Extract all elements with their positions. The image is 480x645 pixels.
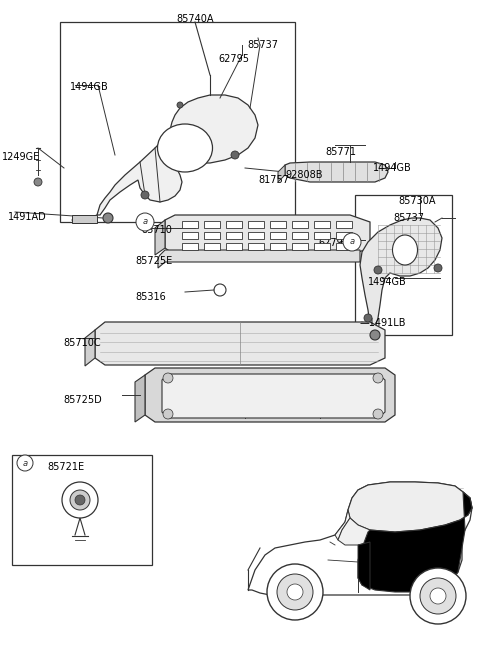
Polygon shape	[248, 243, 264, 250]
Text: 85737: 85737	[247, 40, 278, 50]
Polygon shape	[248, 221, 264, 228]
Polygon shape	[336, 221, 352, 228]
Circle shape	[17, 455, 33, 471]
Circle shape	[136, 213, 154, 231]
Polygon shape	[336, 232, 352, 239]
Polygon shape	[97, 95, 258, 215]
Polygon shape	[314, 243, 330, 250]
Polygon shape	[95, 322, 385, 365]
Polygon shape	[285, 162, 388, 182]
Circle shape	[70, 490, 90, 510]
Polygon shape	[165, 215, 370, 255]
Text: 62795: 62795	[318, 238, 349, 248]
Polygon shape	[314, 221, 330, 228]
Text: —1491LB: —1491LB	[360, 318, 407, 328]
Circle shape	[163, 409, 173, 419]
Circle shape	[177, 102, 183, 108]
Polygon shape	[85, 330, 95, 366]
Text: 1491AD: 1491AD	[8, 212, 47, 222]
Polygon shape	[204, 232, 220, 239]
Circle shape	[103, 213, 113, 223]
Bar	[12, 455, 152, 565]
Text: 85730A: 85730A	[398, 196, 435, 206]
Text: 1494GB: 1494GB	[373, 163, 412, 173]
Circle shape	[231, 151, 239, 159]
Ellipse shape	[393, 235, 418, 265]
Circle shape	[374, 266, 382, 274]
Text: a: a	[349, 237, 355, 246]
Circle shape	[267, 564, 323, 620]
Ellipse shape	[157, 124, 213, 172]
Text: 85725E: 85725E	[135, 256, 172, 266]
Polygon shape	[292, 243, 308, 250]
Text: 92808B: 92808B	[285, 170, 323, 180]
Circle shape	[287, 584, 303, 600]
Polygon shape	[338, 518, 370, 545]
Polygon shape	[226, 243, 242, 250]
Text: a: a	[143, 217, 147, 226]
Polygon shape	[358, 492, 472, 592]
Polygon shape	[270, 221, 286, 228]
Polygon shape	[292, 221, 308, 228]
Polygon shape	[182, 232, 198, 239]
Text: 85737: 85737	[393, 213, 424, 223]
Polygon shape	[292, 232, 308, 239]
Polygon shape	[135, 375, 145, 422]
Circle shape	[420, 578, 456, 614]
Bar	[60, 22, 295, 222]
Circle shape	[277, 574, 313, 610]
Circle shape	[141, 191, 149, 199]
Polygon shape	[204, 221, 220, 228]
Text: 85316: 85316	[135, 292, 166, 302]
Polygon shape	[226, 221, 242, 228]
Circle shape	[410, 568, 466, 624]
Polygon shape	[162, 374, 385, 418]
Circle shape	[373, 409, 383, 419]
Polygon shape	[248, 232, 264, 239]
Polygon shape	[358, 542, 370, 590]
Text: 85710: 85710	[141, 225, 172, 235]
Text: 1494GB: 1494GB	[368, 277, 407, 287]
Polygon shape	[336, 243, 352, 250]
Polygon shape	[226, 232, 242, 239]
Circle shape	[34, 178, 42, 186]
Circle shape	[430, 588, 446, 604]
Circle shape	[364, 314, 372, 322]
Polygon shape	[348, 482, 472, 532]
Bar	[355, 195, 452, 335]
Polygon shape	[270, 243, 286, 250]
Polygon shape	[360, 218, 442, 328]
Circle shape	[370, 330, 380, 340]
Circle shape	[343, 233, 361, 251]
Text: 85771: 85771	[325, 147, 356, 157]
Circle shape	[434, 264, 442, 272]
Polygon shape	[158, 250, 360, 268]
Bar	[72, 215, 97, 223]
Text: a: a	[23, 459, 27, 468]
Text: 85740A: 85740A	[176, 14, 214, 24]
Circle shape	[75, 495, 85, 505]
Circle shape	[163, 373, 173, 383]
Text: 62795: 62795	[218, 54, 249, 64]
Polygon shape	[182, 221, 198, 228]
Circle shape	[62, 482, 98, 518]
Text: 85710C: 85710C	[63, 338, 101, 348]
Polygon shape	[335, 510, 350, 540]
Text: 85725D: 85725D	[63, 395, 102, 405]
Polygon shape	[155, 220, 165, 255]
Polygon shape	[182, 243, 198, 250]
Circle shape	[373, 373, 383, 383]
Text: 81757: 81757	[258, 175, 289, 185]
Polygon shape	[248, 482, 472, 595]
Text: 1494GB: 1494GB	[70, 82, 109, 92]
Text: 1249GE: 1249GE	[2, 152, 40, 162]
Polygon shape	[204, 243, 220, 250]
Polygon shape	[278, 165, 285, 182]
Text: 85721E: 85721E	[47, 462, 84, 472]
Polygon shape	[314, 232, 330, 239]
Polygon shape	[270, 232, 286, 239]
Polygon shape	[145, 368, 395, 422]
